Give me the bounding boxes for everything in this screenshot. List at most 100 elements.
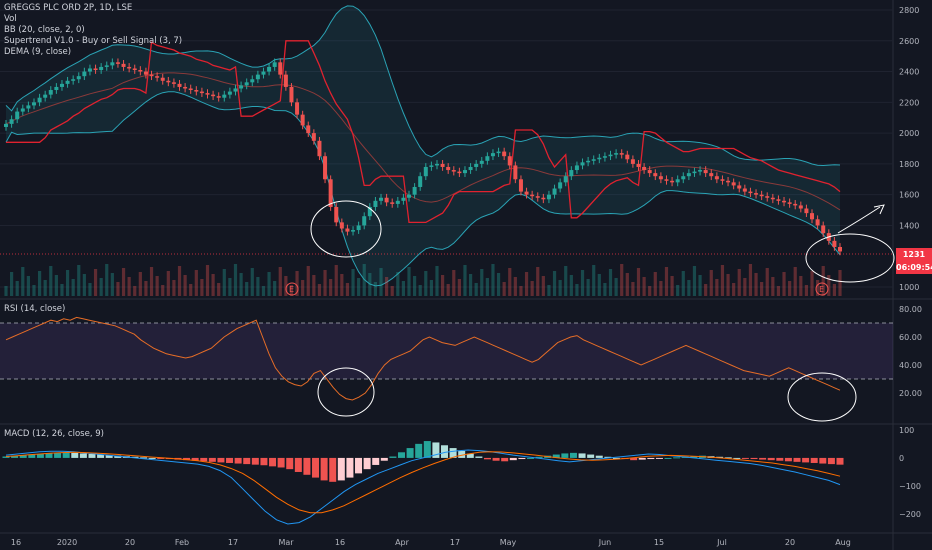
volume-bar xyxy=(233,264,238,296)
candle-body xyxy=(574,165,579,171)
macd-histogram-bar xyxy=(183,457,191,461)
macd-histogram-bar xyxy=(750,457,758,460)
candle-body xyxy=(569,170,574,177)
macd-histogram-bar xyxy=(208,457,216,462)
volume-bar xyxy=(390,286,394,296)
macd-histogram-bar xyxy=(200,457,208,462)
macd-histogram-bar xyxy=(509,457,517,461)
candle-body xyxy=(748,191,753,194)
macd-histogram-bar xyxy=(88,453,96,458)
macd-tick-label: 0 xyxy=(899,454,904,463)
earnings-marker-label: E xyxy=(819,285,824,294)
volume-bar xyxy=(351,269,355,296)
volume-bar xyxy=(138,272,142,296)
macd-histogram-bar xyxy=(11,455,19,458)
volume-bar xyxy=(183,275,187,296)
macd-histogram-bar xyxy=(578,453,586,458)
volume-bar xyxy=(838,270,842,296)
bollinger-band-fill xyxy=(6,5,840,286)
volume-bar xyxy=(782,272,786,296)
volume-bar xyxy=(105,264,109,296)
candle-body xyxy=(71,79,76,81)
time-tick-label: 16 xyxy=(11,538,21,547)
bollinger-basis-line xyxy=(5,72,841,211)
candle-body xyxy=(709,173,714,177)
candle-body xyxy=(233,88,238,92)
candle-body xyxy=(412,186,417,195)
volume-bar xyxy=(217,283,221,296)
macd-tick-label: −100 xyxy=(899,482,921,491)
volume-bar xyxy=(435,266,439,296)
candle-body xyxy=(451,170,456,172)
volume-bar xyxy=(99,278,103,296)
rsi-line xyxy=(5,316,841,401)
candle-body xyxy=(692,171,697,174)
volume-bar xyxy=(592,265,596,296)
macd-histogram-bar xyxy=(716,456,724,458)
macd-histogram-bar xyxy=(277,457,285,468)
volume-bar xyxy=(368,273,372,296)
macd-histogram-bar xyxy=(114,455,122,458)
candle-body xyxy=(782,200,787,203)
candle-body xyxy=(490,153,495,157)
volume-bar xyxy=(463,265,467,296)
volume-bar xyxy=(278,267,282,296)
macd-histogram-bar xyxy=(664,457,672,459)
rsi-legend: RSI (14, close) xyxy=(4,304,65,315)
candle-body xyxy=(468,166,473,171)
candle-body xyxy=(754,193,759,195)
time-tick-label: Mar xyxy=(278,538,294,547)
candle-body xyxy=(149,74,154,77)
candle-body xyxy=(323,156,328,180)
candle-body xyxy=(345,228,350,232)
macd-histogram-bar xyxy=(226,457,234,463)
candle-body xyxy=(339,222,344,229)
volume-bar xyxy=(524,272,529,296)
volume-bar xyxy=(631,282,635,296)
volume-bar xyxy=(239,273,243,296)
candle-body xyxy=(171,82,176,84)
candle-body xyxy=(552,188,557,195)
candle-body xyxy=(513,165,518,180)
candle-body xyxy=(770,197,775,200)
macd-histogram-bar xyxy=(380,457,388,461)
macd-histogram-bar xyxy=(526,457,534,459)
volume-bar xyxy=(133,286,137,296)
volume-bar xyxy=(776,286,781,296)
candle-body xyxy=(26,105,31,109)
macd-histogram-bar xyxy=(587,454,595,458)
macd-histogram-bar xyxy=(45,453,53,458)
candle-body xyxy=(4,123,8,127)
macd-histogram-bar xyxy=(776,457,784,461)
macd-histogram-bar xyxy=(793,457,801,462)
macd-histogram-bar xyxy=(140,457,148,459)
volume-bar xyxy=(312,275,316,296)
volume-bar xyxy=(424,271,428,296)
volume-bar xyxy=(222,269,226,296)
candle-body xyxy=(351,230,356,232)
price-tick-label: 1800 xyxy=(899,160,919,169)
macd-histogram-bar xyxy=(148,457,156,459)
macd-histogram-bar xyxy=(604,456,612,458)
earnings-marker-label: E xyxy=(289,285,294,294)
macd-label: MACD (12, 26, close, 9) xyxy=(4,429,104,439)
candle-body xyxy=(642,166,647,171)
volume-bar xyxy=(664,267,669,296)
rsi-label: RSI (14, close) xyxy=(4,304,66,314)
volume-bar xyxy=(362,264,366,296)
candle-body xyxy=(630,159,635,164)
volume-bar xyxy=(155,276,159,296)
volume-bar xyxy=(653,272,657,296)
candle-body xyxy=(563,176,568,183)
volume-bar xyxy=(569,275,573,296)
candle-body xyxy=(31,102,36,106)
candle-body xyxy=(239,85,244,89)
macd-histogram-bar xyxy=(449,448,457,458)
volume-bar xyxy=(317,284,322,296)
candle-body xyxy=(132,68,137,71)
time-tick-label: Jun xyxy=(598,538,612,547)
macd-histogram-bar xyxy=(759,457,767,460)
volume-bar xyxy=(194,270,198,296)
volume-bar xyxy=(793,267,797,296)
